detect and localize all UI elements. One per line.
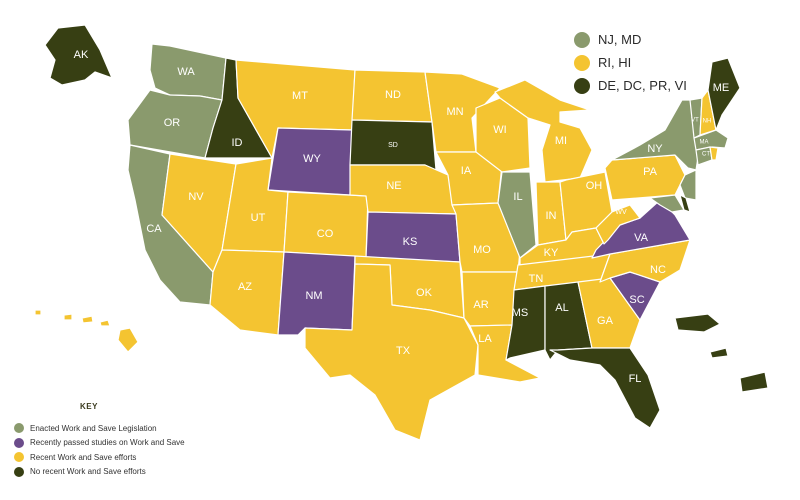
state-ri [709, 146, 719, 161]
state-labels: WA OR CA ID NV MT WY UT AZ CO NM ND SD N… [74, 49, 730, 385]
label-ma: MA [700, 140, 709, 146]
label-ms: MS [512, 307, 529, 319]
label-wa: WA [177, 66, 195, 78]
legend-label: DE, DC, PR, VI [598, 78, 687, 93]
key-label: Recent Work and Save efforts [30, 452, 137, 462]
state-nj [679, 169, 697, 201]
label-al: AL [555, 302, 568, 314]
label-ar: AR [473, 299, 488, 311]
legend-swatch [574, 77, 590, 94]
state-wv [595, 204, 641, 245]
label-ok: OK [416, 287, 433, 299]
legend-swatch [574, 31, 590, 48]
key-label: No recent Work and Save efforts [30, 467, 146, 477]
state-ar [461, 271, 519, 327]
key-swatch [14, 466, 24, 477]
legend-label: RI, HI [598, 55, 632, 70]
label-ca: CA [146, 223, 162, 235]
legend-label: NJ, MD [598, 32, 642, 47]
territory-pr [674, 313, 721, 333]
key-item: Enacted Work and Save Legislation [14, 421, 185, 436]
label-mo: MO [473, 244, 491, 256]
label-in: IN [546, 210, 557, 222]
label-wy: WY [303, 153, 321, 165]
key-item: Recently passed studies on Work and Save [14, 436, 185, 451]
legend-item-recent: RI, HI [574, 51, 687, 74]
key-label: Enacted Work and Save Legislation [30, 423, 157, 433]
key-title: KEY [80, 402, 98, 411]
label-ut: UT [251, 212, 266, 224]
label-me: ME [713, 82, 730, 94]
label-wv: WV [615, 209, 627, 216]
state-md [649, 194, 685, 213]
label-il: IL [513, 191, 522, 203]
key-swatch [14, 452, 24, 463]
state-mi [494, 79, 593, 183]
label-co: CO [317, 228, 334, 240]
label-ak: AK [74, 49, 89, 61]
label-ks: KS [403, 236, 418, 248]
label-pa: PA [643, 166, 658, 178]
label-mn: MN [446, 106, 463, 118]
label-tn: TN [529, 273, 544, 285]
key-swatch [14, 423, 24, 434]
label-sd: SD [388, 142, 398, 149]
label-nd: ND [385, 89, 401, 101]
label-vt: VT [691, 118, 699, 124]
territory-vi [709, 347, 769, 393]
label-tx: TX [396, 345, 411, 357]
label-la: LA [478, 333, 492, 345]
state-co [283, 191, 369, 259]
label-ny: NY [647, 143, 663, 155]
label-oh: OH [586, 180, 603, 192]
label-nc: NC [650, 264, 666, 276]
legend-swatch [574, 54, 590, 71]
label-wi: WI [493, 124, 506, 136]
key-swatch [14, 437, 24, 448]
label-id: ID [232, 137, 243, 149]
label-nv: NV [188, 191, 204, 203]
label-ia: IA [461, 165, 472, 177]
key-item: Recent Work and Save efforts [14, 450, 185, 465]
state-hi [34, 309, 139, 353]
label-ga: GA [597, 315, 614, 327]
label-sc: SC [629, 294, 644, 306]
label-ct: CT [702, 152, 710, 158]
state-mn [424, 71, 501, 153]
key-label: Recently passed studies on Work and Save [30, 438, 185, 448]
key-item: No recent Work and Save efforts [14, 465, 185, 480]
label-va: VA [634, 232, 649, 244]
label-mi: MI [555, 135, 567, 147]
label-mt: MT [292, 90, 308, 102]
legend-item-none: DE, DC, PR, VI [574, 74, 687, 97]
state-ak [44, 24, 113, 86]
legend-item-enacted: NJ, MD [574, 28, 687, 51]
state-tx [304, 263, 479, 441]
state-de [679, 194, 691, 213]
label-ky: KY [544, 247, 559, 259]
label-or: OR [164, 117, 181, 129]
label-fl: FL [629, 373, 642, 385]
top-legend: NJ, MD RI, HI DE, DC, PR, VI [574, 28, 687, 97]
label-az: AZ [238, 281, 252, 293]
state-fl [549, 347, 661, 429]
label-ne: NE [386, 180, 401, 192]
label-nm: NM [305, 290, 322, 302]
label-nh: NH [703, 119, 712, 125]
map-key: KEY Enacted Work and Save Legislation Re… [14, 402, 185, 479]
